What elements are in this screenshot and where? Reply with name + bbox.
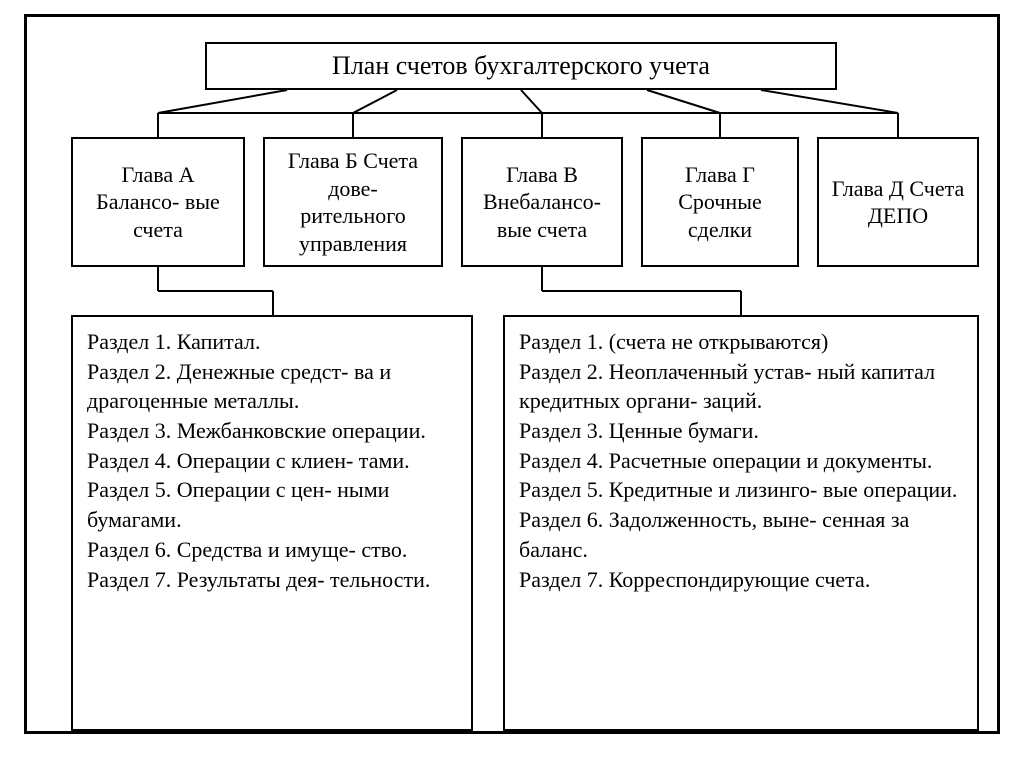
sections-right-text: Раздел 1. (счета не открываются) Раздел …	[519, 329, 957, 592]
chapter-b: Глава Б Счета дове- рительного управлени…	[263, 137, 443, 267]
chapter-v: Глава В Внебалансо- вые счета	[461, 137, 623, 267]
chapter-v-label: Глава В Внебалансо- вые счета	[471, 161, 613, 244]
root-label: План счетов бухгалтерского учета	[332, 50, 710, 83]
chapter-b-label: Глава Б Счета дове- рительного управлени…	[273, 147, 433, 257]
chapter-a: Глава А Балансо- вые счета	[71, 137, 245, 267]
chapter-g-label: Глава Г Срочные сделки	[651, 161, 789, 244]
sections-left: Раздел 1. Капитал. Раздел 2. Денежные ср…	[71, 315, 473, 731]
sections-right: Раздел 1. (счета не открываются) Раздел …	[503, 315, 979, 731]
chapter-a-label: Глава А Балансо- вые счета	[81, 161, 235, 244]
chapter-g: Глава Г Срочные сделки	[641, 137, 799, 267]
sections-left-text: Раздел 1. Капитал. Раздел 2. Денежные ср…	[87, 329, 430, 592]
chapter-d: Глава Д Счета ДЕПО	[817, 137, 979, 267]
chapter-d-label: Глава Д Счета ДЕПО	[827, 175, 969, 230]
root-node: План счетов бухгалтерского учета	[205, 42, 837, 90]
diagram-frame: План счетов бухгалтерского учета Глава А…	[24, 14, 1000, 734]
